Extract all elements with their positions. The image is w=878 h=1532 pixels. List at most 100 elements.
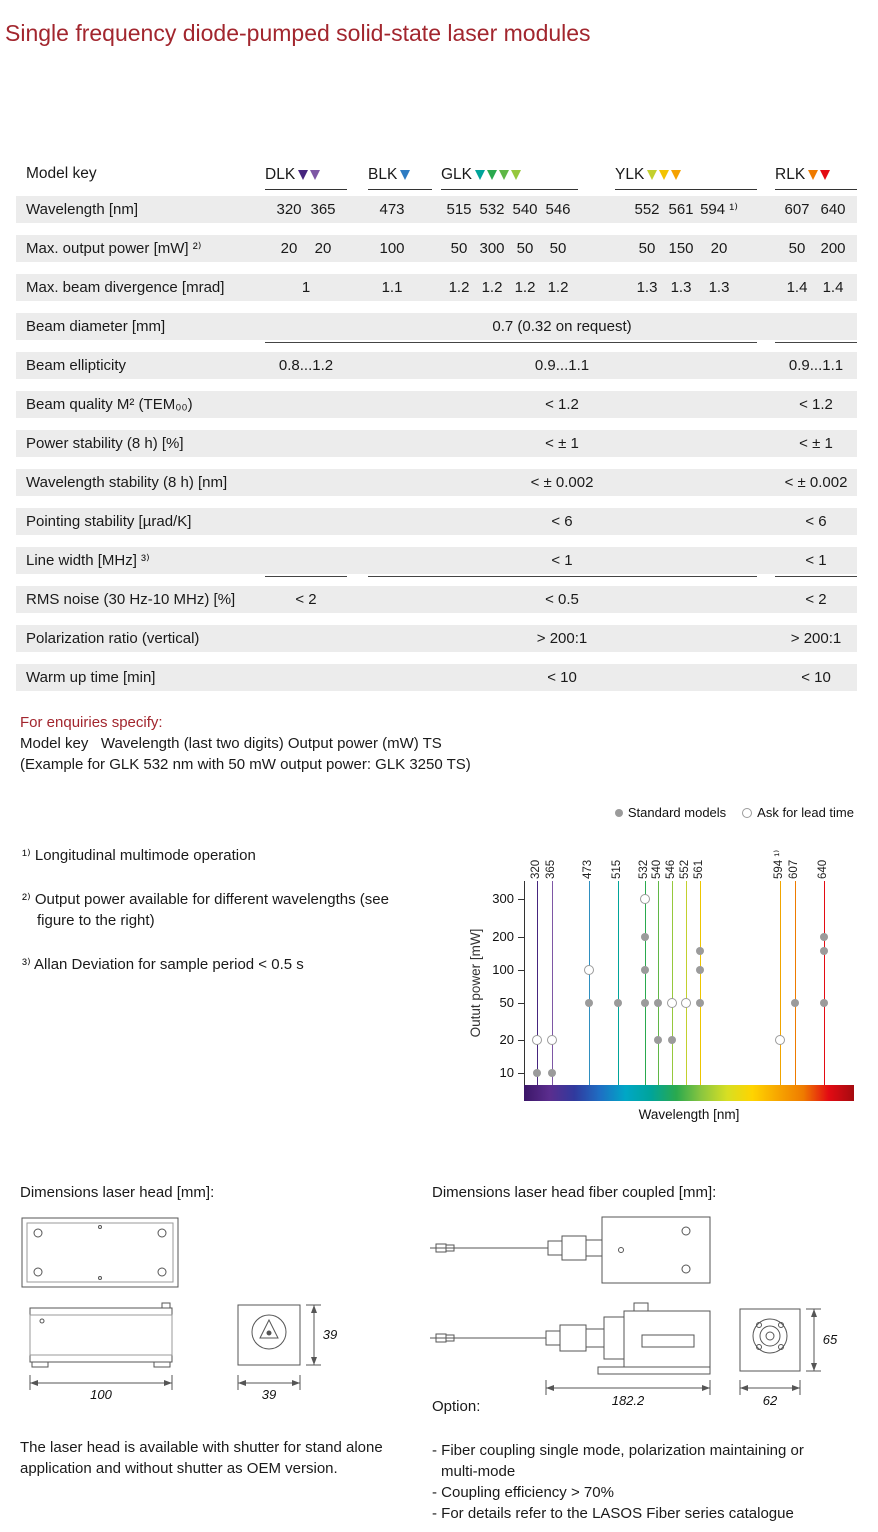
option-item: - Fiber coupling single mode, polarizati… xyxy=(432,1442,804,1480)
wavelength-label: 552 xyxy=(678,859,691,879)
wavelength-line xyxy=(685,881,687,1085)
table-cell: < 1.2 xyxy=(799,396,833,413)
table-row: Beam quality M² (TEM₀₀) < 1.2 < 1.2 xyxy=(16,391,857,418)
model-group-ylk: YLK xyxy=(615,160,757,190)
table-cell: < 6 xyxy=(805,513,827,530)
row-label: Polarization ratio (vertical) xyxy=(26,630,200,647)
row-label: Warm up time [min] xyxy=(26,669,156,686)
table-cell: 150 xyxy=(668,240,694,257)
chart-x-axis-label: Wavelength [nm] xyxy=(638,1107,740,1122)
data-point-standard xyxy=(667,1036,676,1044)
data-point-standard xyxy=(820,946,829,955)
y-axis-tick xyxy=(518,937,524,938)
row-label: Wavelength stability (8 h) [nm] xyxy=(26,474,228,491)
wavelength-label: 561 xyxy=(692,859,705,879)
wavelength-line xyxy=(589,881,590,1085)
data-point-standard xyxy=(790,999,799,1007)
model-color-triangle xyxy=(487,170,498,180)
column-group-rule xyxy=(265,576,347,577)
column-group-rule xyxy=(265,342,757,343)
laser-head-width-dim: 39 xyxy=(262,1387,276,1402)
table-cell: 50 xyxy=(638,240,656,257)
footnote: ²⁾ Output power available for different … xyxy=(22,891,389,929)
table-row: Max. output power [mW] ²⁾ 20 20 100 50 300 50 5… xyxy=(16,235,857,262)
column-group-rule xyxy=(368,576,757,577)
model-name: YLK xyxy=(615,165,645,183)
laser-head-length-dim: 100 xyxy=(90,1387,112,1402)
wavelength-line xyxy=(618,881,620,1085)
table-cell: 540 xyxy=(512,201,538,218)
table-cell: 20 xyxy=(314,240,332,257)
table-cell: < 10 xyxy=(547,669,577,686)
table-cell: 546 xyxy=(545,201,571,218)
laser-head-dimensions-heading: Dimensions laser head [mm]: xyxy=(20,1184,215,1201)
data-point-standard xyxy=(654,1036,663,1044)
table-cell: 473 xyxy=(379,201,405,218)
table-cell: 50 xyxy=(788,240,806,257)
table-cell: 1.3 xyxy=(670,279,692,296)
row-label: Beam diameter [mm] xyxy=(26,318,166,335)
data-point-lead-time xyxy=(532,1035,543,1045)
table-cell: 320 xyxy=(276,201,302,218)
table-cell: < 2 xyxy=(805,591,827,608)
wavelength-label: 515 xyxy=(611,859,624,879)
table-cell: 20 xyxy=(710,240,728,257)
model-color-triangle xyxy=(511,170,522,180)
wavelength-label: 607 xyxy=(787,859,800,879)
wavelength-line xyxy=(645,881,647,1085)
model-name: BLK xyxy=(368,165,398,183)
column-group-rule xyxy=(775,576,857,577)
table-cell: 365 xyxy=(310,201,336,218)
y-axis-tick xyxy=(518,1073,524,1074)
chart-y-axis-label: Outut power [mW] xyxy=(468,928,483,1038)
model-group-rlk: RLK xyxy=(775,160,857,190)
table-cell: 100 xyxy=(379,240,405,257)
fiber-coupled-dimensions-heading: Dimensions laser head fiber coupled [mm]… xyxy=(432,1184,717,1201)
table-cell: > 200:1 xyxy=(790,630,842,647)
table-cell: 1.3 xyxy=(636,279,658,296)
options-list: - Fiber coupling single mode, polarizati… xyxy=(432,1440,834,1524)
legend-label-standard: Standard models xyxy=(627,805,727,820)
wavelength-line xyxy=(824,881,826,1085)
spec-table: Model key DLK BLK GLK YLK RLK Wavelength [nm] 3… xyxy=(0,0,878,700)
model-color-triangle xyxy=(499,170,510,180)
table-cell: < 2 xyxy=(295,591,317,608)
model-color-triangle xyxy=(659,170,670,180)
model-key-row: Model key DLK BLK GLK YLK RLK xyxy=(0,160,878,190)
model-name: GLK xyxy=(441,165,473,183)
data-point-lead-time xyxy=(680,998,691,1008)
table-cell: 561 xyxy=(668,201,694,218)
filled-dot-icon xyxy=(614,808,623,817)
wavelength-line xyxy=(671,881,673,1085)
laser-head-note: The laser head is available with shutter… xyxy=(20,1439,383,1477)
model-color-triangle xyxy=(310,170,321,180)
table-cell: < 1.2 xyxy=(545,396,579,413)
table-cell: < 10 xyxy=(801,669,831,686)
legend-label-lead-time: Ask for lead time xyxy=(757,805,854,820)
model-color-triangle xyxy=(647,170,658,180)
table-cell: 200 xyxy=(820,240,846,257)
wavelength-spectrum-bar xyxy=(524,1085,854,1101)
table-cell: 640 xyxy=(820,201,846,218)
legend-item-standard: Standard models xyxy=(614,805,727,820)
table-cell: 1.2 xyxy=(481,279,503,296)
y-axis-tick-label: 20 xyxy=(499,1032,514,1047)
wavelength-label: 640 xyxy=(817,859,830,879)
data-point-standard xyxy=(641,966,650,974)
wavelength-label: 320 xyxy=(530,859,543,879)
y-axis-line xyxy=(524,881,525,1085)
fiber-coupled-laser-head-drawing: 182.2 62 65 xyxy=(430,1216,838,1408)
data-point-standard xyxy=(641,933,650,941)
table-cell: 532 xyxy=(479,201,505,218)
table-row: Polarization ratio (vertical) > 200:1 > 20… xyxy=(16,625,857,652)
table-cell: < 6 xyxy=(551,513,573,530)
table-cell: < ± 1 xyxy=(545,435,579,452)
model-key-label: Model key xyxy=(26,165,97,182)
enquiries-format-line: Model key Wavelength (last two digits) O… xyxy=(20,735,442,752)
table-cell: 607 xyxy=(784,201,810,218)
y-axis-tick xyxy=(518,970,524,971)
table-cell: 1.1 xyxy=(381,279,403,296)
data-point-standard xyxy=(695,999,704,1007)
row-label: Beam quality M² (TEM₀₀) xyxy=(26,396,193,413)
row-label: Pointing stability [µrad/K] xyxy=(26,513,192,530)
